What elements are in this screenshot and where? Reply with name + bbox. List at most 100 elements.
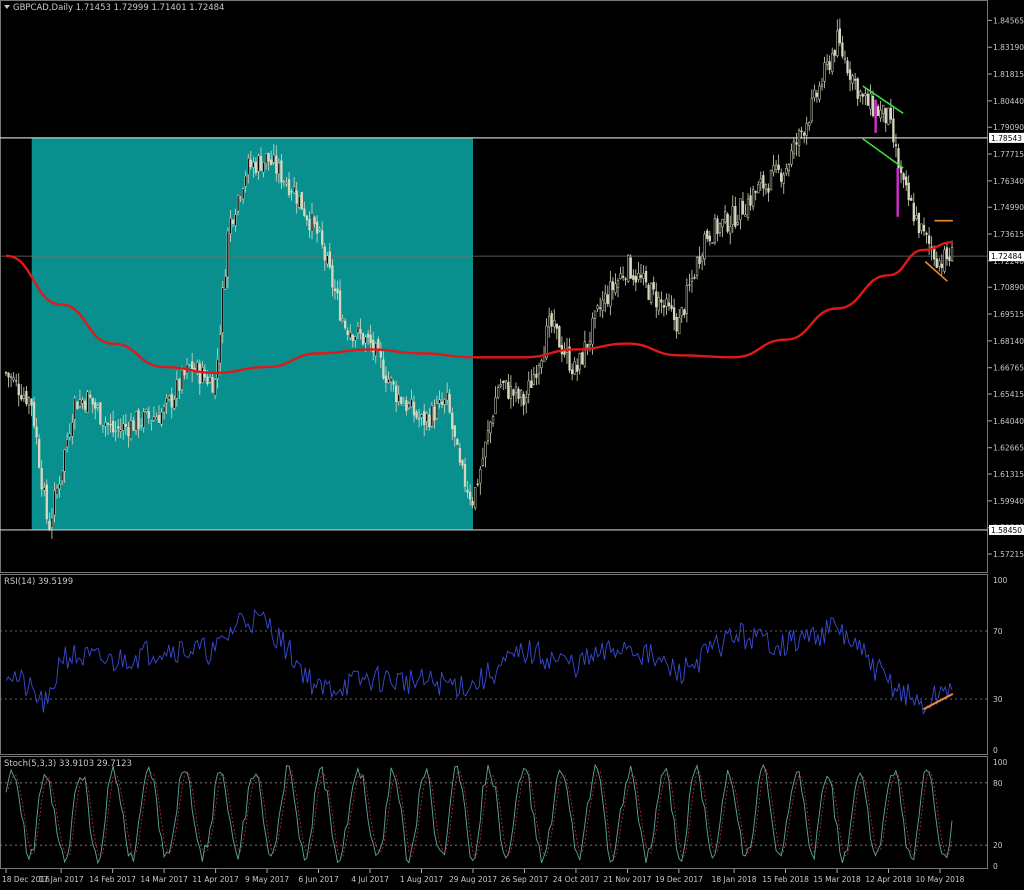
candle-body (364, 336, 367, 344)
stoch-tick-label: 80 (993, 779, 1003, 788)
candle-body (40, 467, 43, 490)
candle-body (456, 438, 459, 445)
candle-body (512, 389, 515, 396)
candle-body (94, 402, 97, 409)
candle-body (229, 217, 232, 234)
date-tick-label: 11 Apr 2017 (192, 875, 239, 884)
candle-body (800, 130, 803, 133)
candle-body (861, 94, 864, 97)
candle-body (60, 470, 64, 482)
candle-body (231, 219, 235, 224)
candle-body (871, 95, 875, 117)
candle-body (275, 155, 278, 174)
candle-body (468, 491, 472, 500)
candle-body (586, 343, 589, 348)
candle-body (38, 438, 41, 468)
candle-body (943, 249, 946, 272)
candle-body (757, 184, 760, 194)
candle-body (593, 310, 597, 319)
candle-body (780, 172, 783, 182)
candle-body (708, 235, 711, 242)
lower-level-tag: 1.58450 (991, 526, 1022, 535)
current-price-tag: 1.72484 (991, 252, 1022, 261)
stoch-main-line (5, 763, 953, 865)
candle-body (517, 388, 520, 399)
candle-body (451, 412, 454, 430)
symbol-header-text: GBPCAD,Daily 1.71453 1.72999 1.71401 1.7… (13, 3, 224, 13)
candle-body (927, 235, 931, 244)
candle-body (887, 107, 890, 125)
price-tick-label: 1.81815 (993, 70, 1024, 79)
candle-body (127, 427, 130, 437)
candle-body (497, 387, 500, 398)
candle-body (609, 281, 612, 307)
candle-body (912, 202, 915, 222)
candle-body (119, 429, 122, 432)
candle-body (647, 284, 650, 300)
candle-body (525, 397, 528, 403)
candle-body (73, 397, 76, 420)
candle-body (45, 484, 48, 520)
candle-body (333, 288, 337, 292)
candle-body (650, 283, 653, 303)
candle-body (410, 398, 413, 408)
candle-body (601, 299, 604, 311)
candle-body (519, 390, 523, 399)
candle-body (632, 275, 635, 280)
candle-body (463, 464, 467, 487)
date-tick-label: 4 Jul 2017 (351, 875, 389, 884)
candle-body (12, 377, 15, 381)
candle-body (423, 411, 426, 426)
candle-body (440, 401, 444, 405)
price-tick-label: 1.69515 (993, 310, 1024, 319)
candle-body (435, 403, 439, 419)
candle-body (400, 397, 403, 404)
candle-body (713, 217, 717, 243)
candle-body (216, 359, 219, 379)
candle-body (305, 215, 309, 221)
candle-body (175, 379, 178, 399)
candle-body (555, 323, 558, 329)
candle-body (471, 500, 474, 506)
candle-body (507, 381, 510, 399)
candle-body (685, 285, 689, 314)
candle-body (884, 108, 887, 124)
candle-body (4, 372, 8, 374)
candle-body (219, 334, 222, 364)
candle-body (920, 223, 923, 231)
candle-body (412, 401, 416, 416)
candle-body (81, 399, 84, 404)
candle-body (899, 167, 903, 174)
candle-body (178, 378, 181, 391)
candle-body (655, 291, 658, 308)
candle-body (938, 260, 941, 267)
candle-body (652, 282, 655, 290)
candle-body (639, 275, 643, 278)
candle-body (922, 224, 926, 232)
candle-body (627, 255, 630, 282)
candle-body (810, 98, 813, 122)
candle-body (785, 168, 788, 174)
candle-body (458, 448, 462, 463)
candle-body (634, 275, 638, 283)
candle-body (599, 307, 602, 309)
candle-body (43, 487, 46, 491)
rsi-line (5, 608, 953, 715)
price-tick-label: 1.84565 (993, 16, 1024, 25)
rsi-panel-frame (0, 574, 988, 755)
candle-body (950, 247, 954, 262)
candle-body (905, 176, 908, 186)
triangle-down-icon[interactable] (4, 5, 10, 9)
candle-body (642, 273, 645, 279)
price-tick-label: 1.57215 (993, 550, 1024, 559)
candle-body (787, 164, 791, 171)
candle-body (716, 218, 719, 234)
candle-body (35, 426, 38, 438)
candle-body (892, 118, 895, 143)
date-tick-label: 21 Nov 2017 (603, 875, 651, 884)
candle-body (140, 424, 143, 427)
highlight-zone (31, 137, 473, 530)
candle-body (173, 399, 176, 409)
